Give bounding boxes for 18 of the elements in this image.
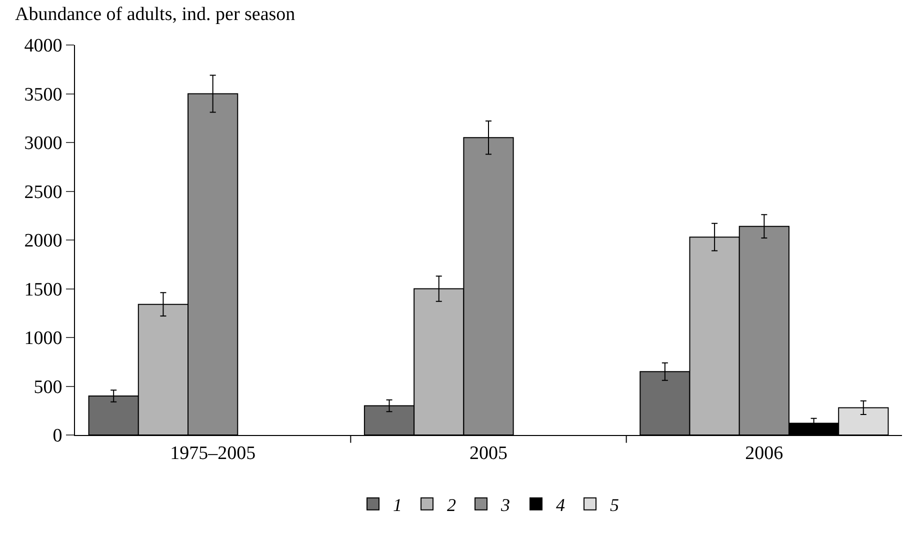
y-tick-label: 1000 [24, 328, 62, 350]
y-tick-label: 3000 [24, 133, 62, 154]
legend-label: 4 [556, 494, 565, 515]
y-axis-title: Abundance of adults, ind. per season [15, 4, 296, 25]
x-tick-label: 2005 [470, 442, 508, 464]
y-tick-label: 3500 [24, 84, 62, 106]
x-tick-label: 2006 [745, 442, 784, 464]
y-tick-label: 4000 [24, 36, 62, 57]
legend-label: 1 [393, 494, 402, 515]
y-tick-label: 1500 [24, 279, 62, 300]
y-tick-label: 500 [34, 376, 62, 398]
legend-label: 5 [610, 494, 619, 515]
legend-label: 3 [500, 494, 510, 515]
y-tick-label: 2500 [24, 182, 62, 203]
legend-label: 2 [447, 494, 456, 515]
y-tick-label: 0 [52, 426, 62, 447]
x-tick-label: 1975–2005 [170, 442, 256, 464]
y-tick-label: 2000 [24, 230, 62, 252]
